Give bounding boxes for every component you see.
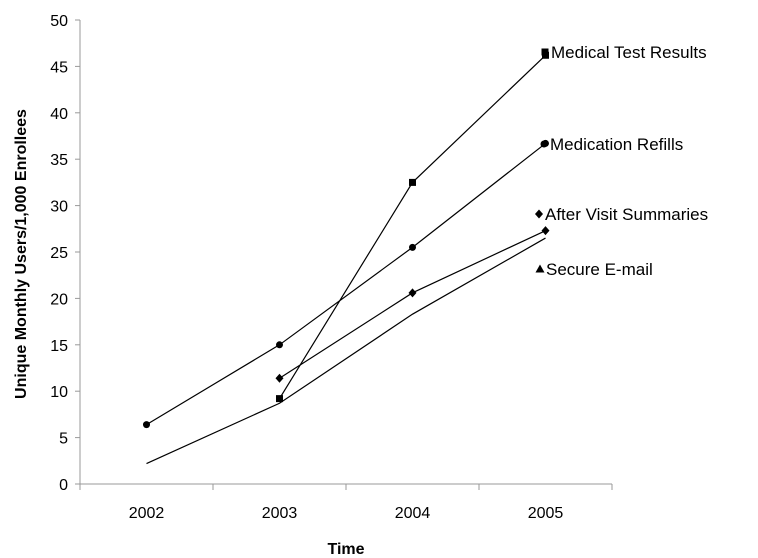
- series-line: [279, 230, 546, 379]
- series-secure-e-mail: [146, 237, 546, 465]
- x-axis-title: Time: [327, 541, 364, 558]
- y-tick-label: 50: [50, 13, 68, 30]
- series-medication-refills: [143, 139, 549, 429]
- data-point-diamond: [408, 288, 417, 298]
- series-label: Medication Refills: [550, 135, 683, 154]
- series-medical-test-results: [276, 51, 549, 403]
- x-tick-label: 2002: [129, 505, 165, 522]
- y-tick-label: 10: [50, 384, 68, 401]
- data-point-square: [409, 178, 416, 186]
- y-axis-ticks: 0 5 10 15 20 25 30 35 40 45 50: [50, 13, 80, 494]
- x-tick-label: 2004: [395, 505, 431, 522]
- x-axis-ticks: 2002 2003 2004 2005: [79, 484, 613, 522]
- data-point-square: [276, 395, 283, 403]
- data-point-circle: [276, 341, 283, 349]
- y-tick-label: 40: [50, 106, 68, 123]
- data-point-circle: [540, 140, 548, 148]
- y-tick-label: 35: [50, 152, 68, 169]
- x-tick-label: 2005: [528, 505, 564, 522]
- y-tick-label: 20: [50, 291, 68, 308]
- data-point-square: [541, 48, 549, 56]
- y-tick-label: 25: [50, 245, 68, 262]
- y-tick-label: 0: [59, 477, 68, 494]
- data-point-triangle: [535, 264, 545, 273]
- series-label: Secure E-mail: [546, 260, 653, 279]
- series-line: [146, 237, 546, 465]
- series-group: [143, 51, 550, 465]
- series-label: After Visit Summaries: [545, 205, 708, 224]
- y-axis-title: Unique Monthly Users/1,000 Enrollees: [13, 109, 30, 399]
- data-point-circle: [409, 243, 416, 251]
- series-after-visit-summaries: [275, 226, 550, 383]
- y-tick-label: 45: [50, 59, 68, 76]
- series-line: [278, 54, 546, 399]
- data-point-diamond: [541, 226, 550, 236]
- data-point-circle: [143, 421, 150, 429]
- y-tick-label: 15: [50, 338, 68, 355]
- series-label: Medical Test Results: [551, 43, 707, 62]
- data-point-diamond: [275, 373, 284, 383]
- x-tick-label: 2003: [262, 505, 298, 522]
- y-tick-label: 5: [59, 431, 68, 448]
- series-labels: Medical Test Results Medication Refills Af…: [535, 43, 708, 279]
- y-tick-label: 30: [50, 199, 68, 216]
- series-line: [146, 142, 546, 426]
- data-point-diamond: [535, 209, 543, 219]
